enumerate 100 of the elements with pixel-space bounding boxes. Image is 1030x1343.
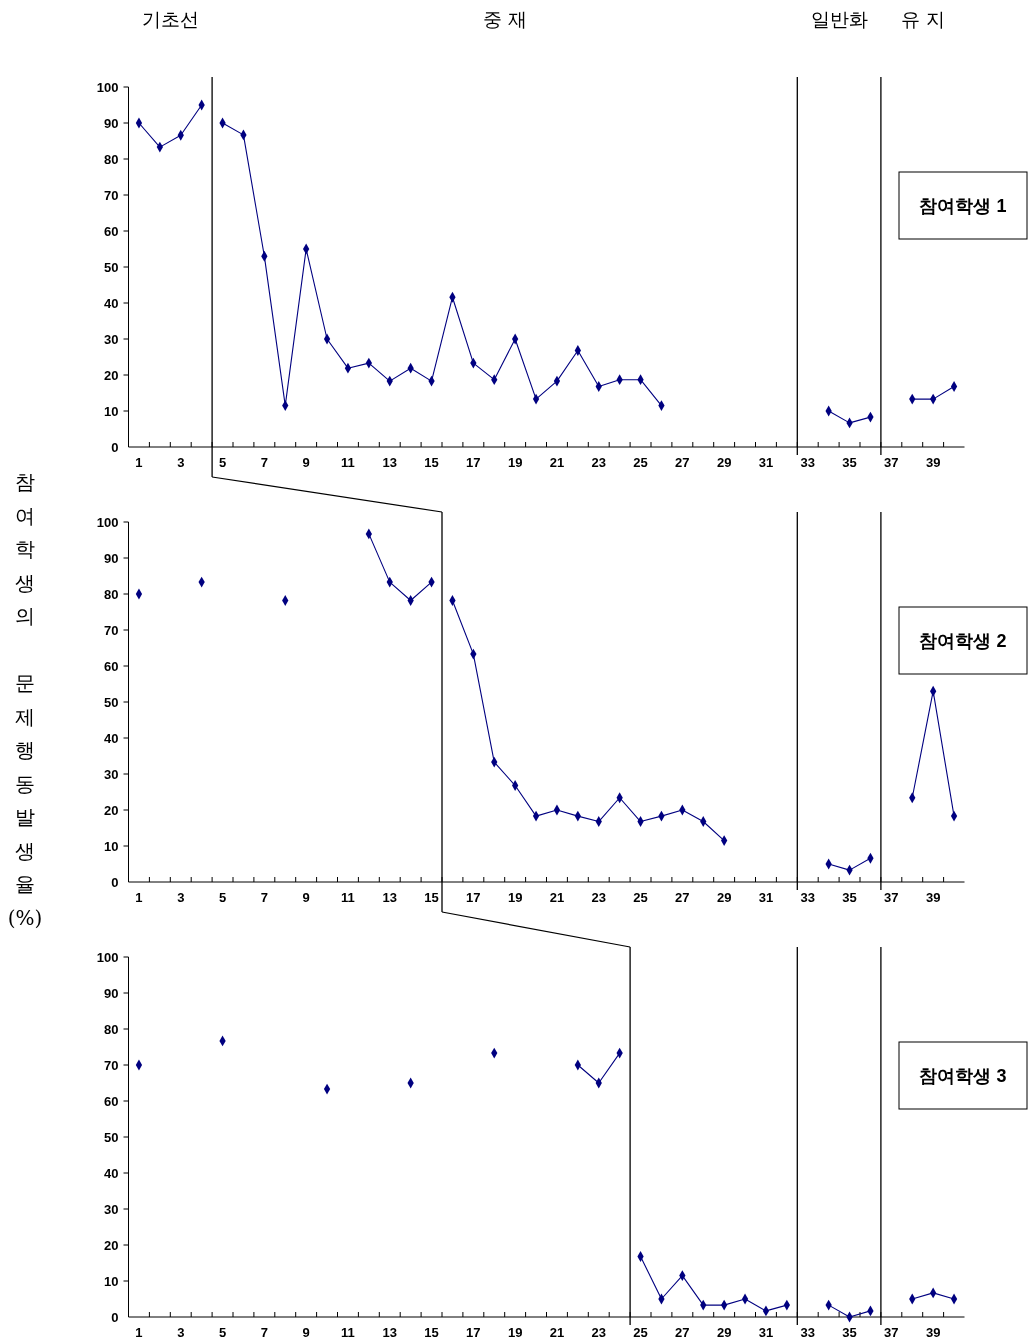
- x-tick-label: 33: [800, 1325, 815, 1340]
- y-tick-label: 80: [104, 151, 119, 167]
- y-tick-label: 90: [104, 115, 119, 131]
- y-tick-label: 70: [104, 1057, 119, 1073]
- y-tick-label: 80: [104, 586, 119, 602]
- x-tick-label: 7: [260, 890, 268, 905]
- y-tick-label: 10: [104, 838, 119, 854]
- x-tick-label: 23: [591, 1325, 606, 1340]
- x-tick-label: 15: [424, 455, 439, 470]
- y-tick-label: 50: [104, 1129, 119, 1145]
- x-tick-label: 35: [842, 455, 857, 470]
- x-tick-label: 17: [466, 890, 481, 905]
- x-tick-label: 1: [135, 890, 143, 905]
- x-tick-label: 11: [341, 455, 355, 470]
- x-tick-label: 15: [424, 1325, 439, 1340]
- x-tick-label: 37: [884, 1325, 899, 1340]
- x-tick-label: 29: [716, 890, 732, 905]
- y-tick-label: 20: [104, 367, 119, 383]
- x-tick-label: 39: [925, 1325, 941, 1340]
- x-tick-label: 29: [716, 1325, 732, 1340]
- x-tick-label: 27: [675, 1325, 690, 1340]
- x-tick-label: 13: [382, 890, 397, 905]
- title-box: 참여학생 3: [898, 1041, 1028, 1110]
- x-tick-label: 7: [260, 1325, 268, 1340]
- x-tick-label: 7: [260, 455, 268, 470]
- y-tick-label: 0: [111, 439, 119, 455]
- x-tick-label: 3: [177, 890, 185, 905]
- x-tick-label: 21: [549, 1325, 565, 1340]
- x-tick-label: 23: [591, 455, 606, 470]
- x-tick-label: 21: [549, 455, 565, 470]
- y-tick-label: 90: [104, 985, 119, 1001]
- x-tick-label: 5: [218, 455, 227, 470]
- y-tick-label: 20: [104, 802, 119, 818]
- x-tick-label: 19: [507, 890, 523, 905]
- y-tick-label: 60: [104, 1093, 119, 1109]
- x-tick-label: 5: [218, 1325, 227, 1340]
- y-tick-label: 40: [104, 730, 119, 746]
- x-tick-label: 37: [884, 890, 899, 905]
- x-tick-label: 1: [135, 1325, 143, 1340]
- y-tick-label: 40: [104, 295, 119, 311]
- y-tick-label: 30: [104, 766, 119, 782]
- x-tick-label: 11: [341, 1325, 355, 1340]
- x-tick-label: 3: [177, 455, 185, 470]
- x-tick-label: 27: [675, 890, 690, 905]
- y-tick-label: 40: [104, 1165, 119, 1181]
- x-tick-label: 9: [302, 890, 310, 905]
- y-tick-label: 0: [111, 874, 119, 890]
- x-tick-label: 5: [218, 890, 227, 905]
- title-box: 참여학생 2: [898, 606, 1028, 675]
- y-tick-label: 50: [104, 694, 119, 710]
- y-tick-label: 70: [104, 187, 119, 203]
- text: 일반화: [810, 8, 868, 30]
- x-tick-label: 25: [633, 455, 648, 470]
- y-tick-label: 0: [111, 1309, 119, 1325]
- x-tick-label: 19: [507, 1325, 523, 1340]
- x-tick-label: 11: [341, 890, 355, 905]
- x-tick-label: 35: [842, 890, 857, 905]
- x-tick-label: 13: [382, 455, 397, 470]
- x-tick-label: 33: [800, 890, 815, 905]
- x-tick-label: 15: [424, 890, 439, 905]
- y-tick-label: 90: [104, 550, 119, 566]
- x-tick-label: 25: [633, 1325, 648, 1340]
- x-tick-label: 37: [884, 455, 899, 470]
- x-tick-label: 27: [675, 455, 690, 470]
- x-tick-label: 39: [925, 455, 941, 470]
- y-tick-label: 100: [96, 949, 119, 965]
- point: [950, 381, 958, 392]
- text: 기초선: [141, 8, 199, 30]
- x-tick-label: 13: [382, 1325, 397, 1340]
- x-tick-label: 33: [800, 455, 815, 470]
- x-tick-label: 31: [758, 1325, 774, 1340]
- text: 참여학생의 문제행동발생율(%): [7, 470, 43, 930]
- x-tick-label: 3: [177, 1325, 185, 1340]
- y-tick-label: 10: [104, 403, 119, 419]
- x-tick-label: 1: [135, 455, 143, 470]
- y-tick-label: 10: [104, 1273, 119, 1289]
- x-tick-label: 17: [466, 1325, 481, 1340]
- x-tick-label: 9: [302, 1325, 310, 1340]
- x-tick-label: 29: [716, 455, 732, 470]
- x-tick-label: 17: [466, 455, 481, 470]
- x-tick-label: 9: [302, 455, 310, 470]
- x-tick-label: 21: [549, 890, 565, 905]
- y-tick-label: 100: [96, 514, 119, 530]
- x-tick-label: 25: [633, 890, 648, 905]
- y-tick-label: 60: [104, 223, 119, 239]
- title-box: 참여학생 1: [898, 171, 1028, 240]
- text: 유 지: [900, 8, 945, 30]
- x-tick-label: 31: [758, 890, 774, 905]
- y-tick-label: 30: [104, 1201, 119, 1217]
- y-tick-label: 20: [104, 1237, 119, 1253]
- y-tick-label: 100: [96, 79, 119, 95]
- x-tick-label: 19: [507, 455, 523, 470]
- y-tick-label: 50: [104, 259, 119, 275]
- y-tick-label: 30: [104, 331, 119, 347]
- y-tick-label: 70: [104, 622, 119, 638]
- x-tick-label: 35: [842, 1325, 857, 1340]
- text: 중 재: [482, 8, 527, 30]
- y-tick-label: 80: [104, 1021, 119, 1037]
- x-tick-label: 31: [758, 455, 774, 470]
- x-tick-label: 23: [591, 890, 606, 905]
